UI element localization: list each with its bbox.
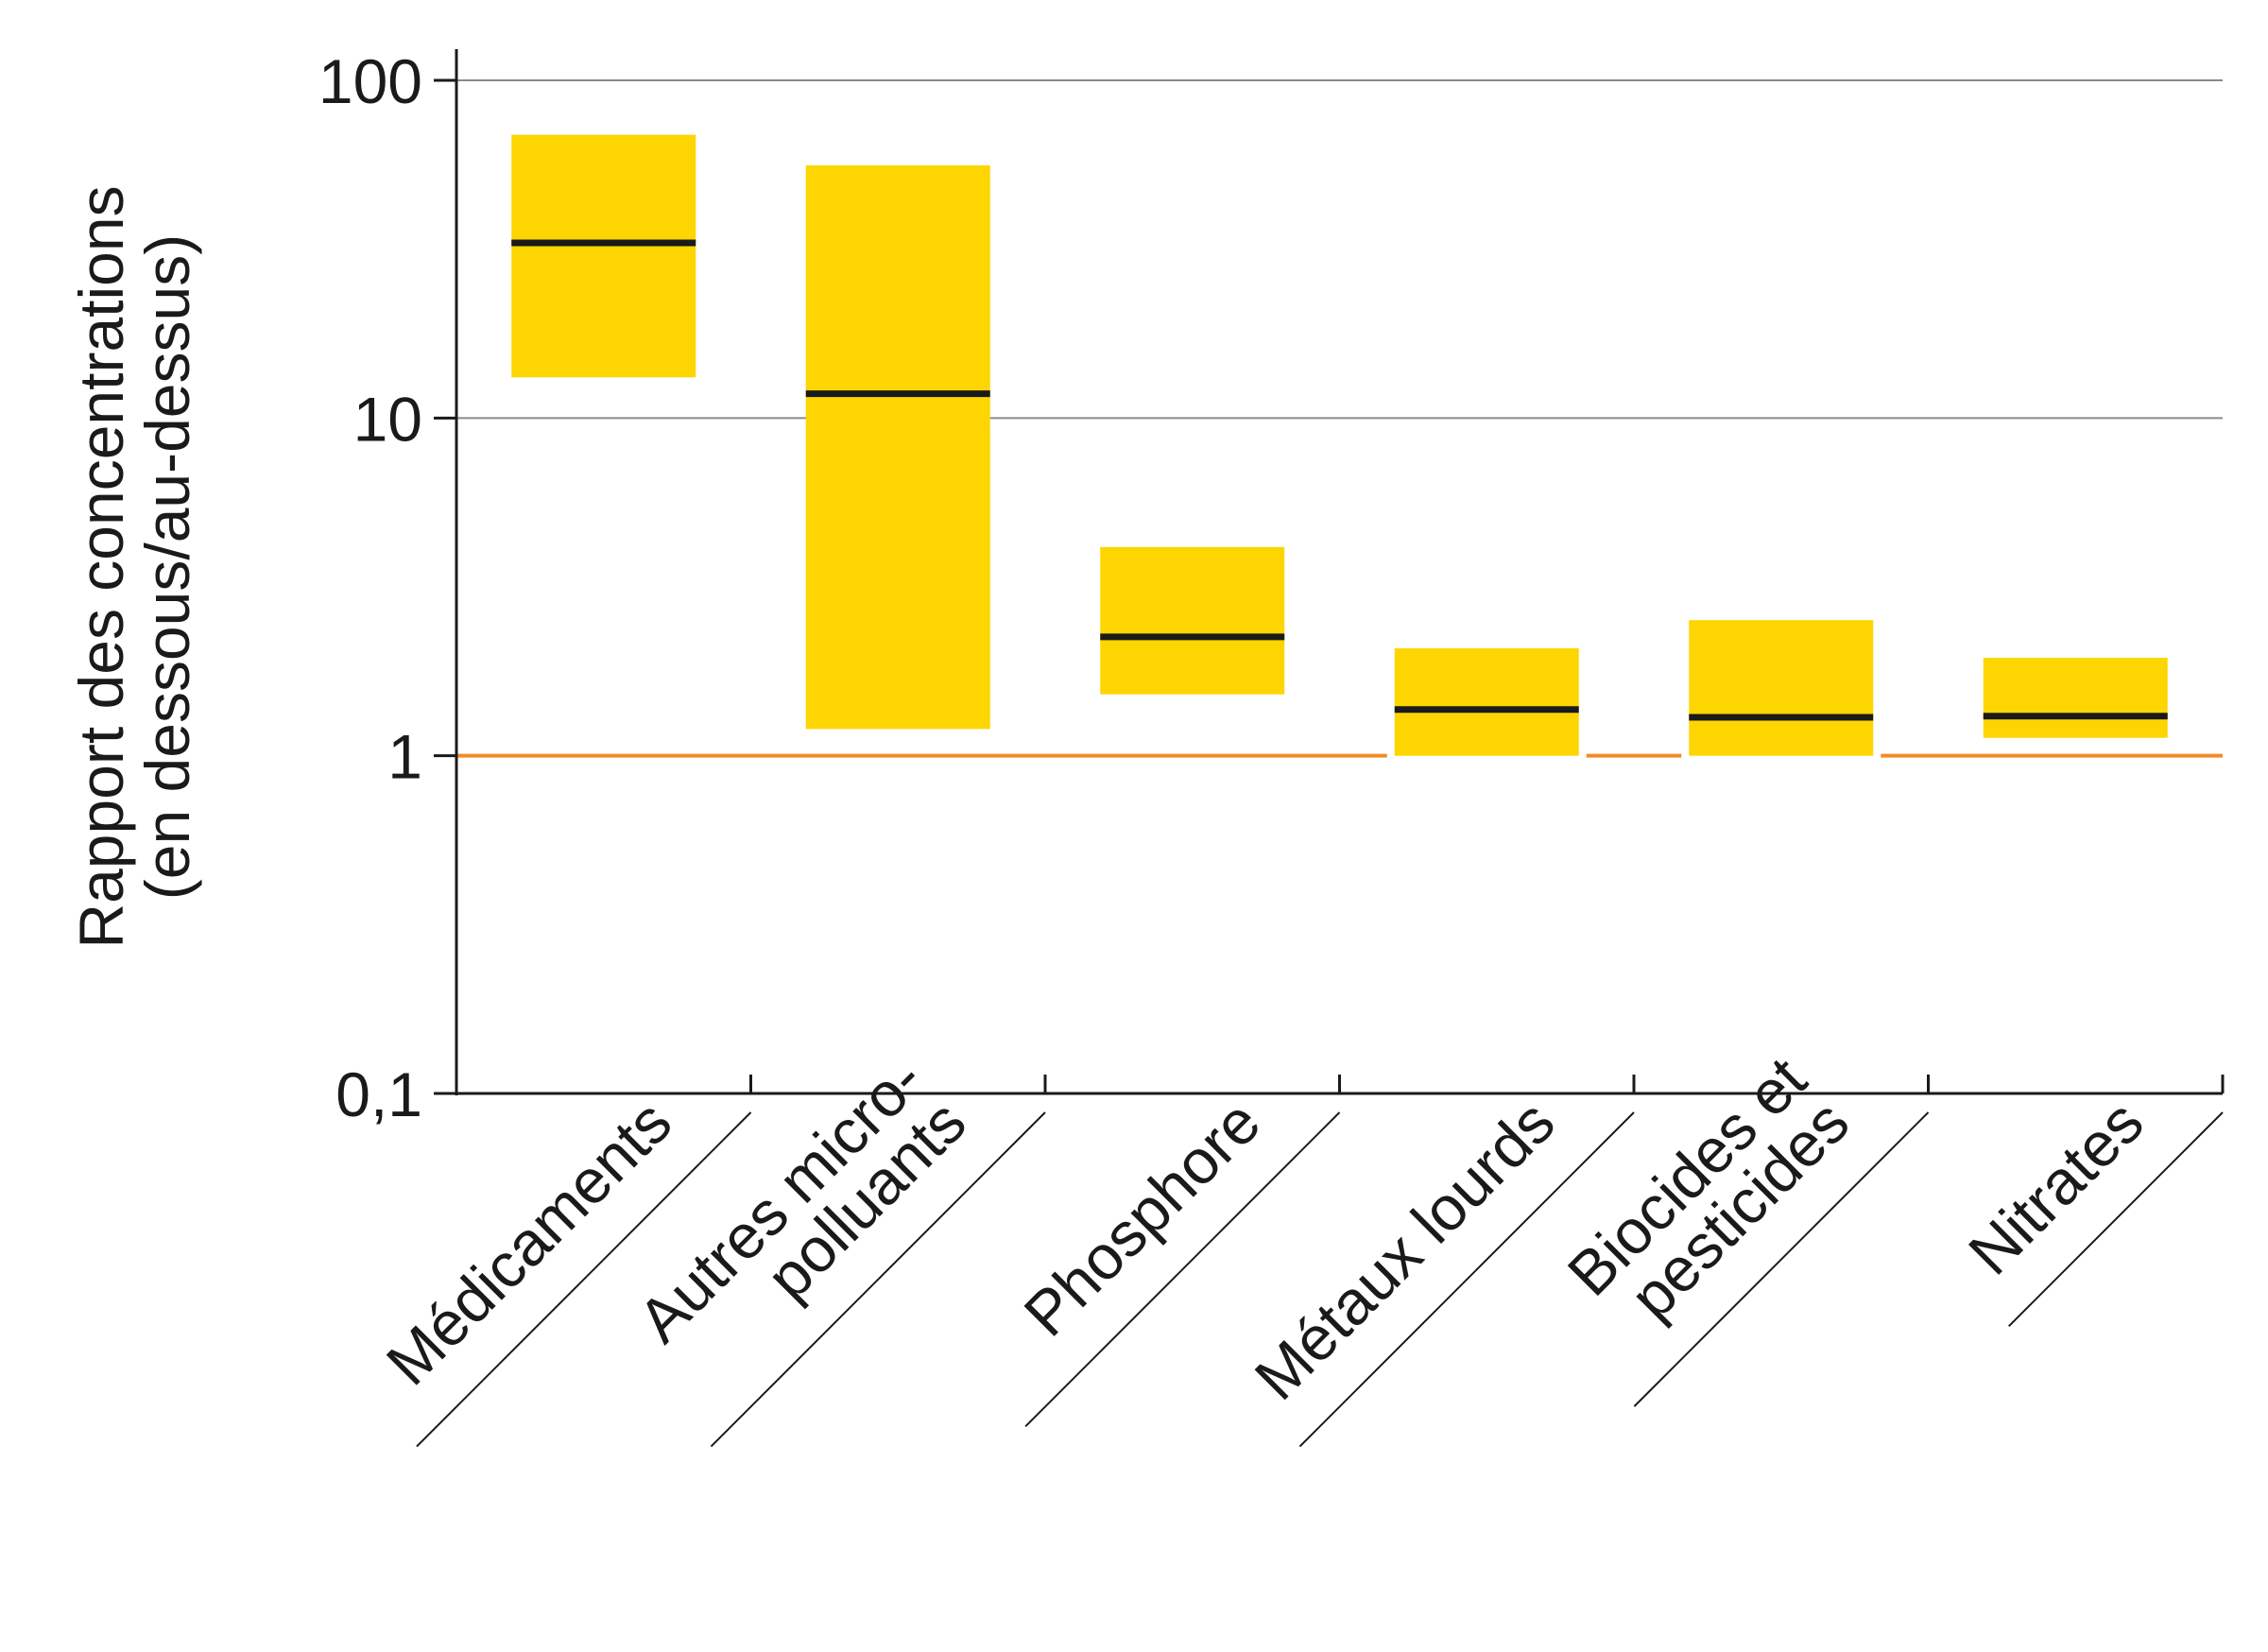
axes [416, 49, 2225, 1448]
grid-lines [456, 79, 2223, 420]
category-label-line: Métaux lourds [1241, 1087, 1567, 1413]
y-axis-title-line: (en dessous/au-dessus) [132, 234, 202, 900]
y-tick-label: 100 [318, 46, 422, 116]
bars [511, 134, 2168, 756]
category-label-2: Autres micro-polluants [625, 1043, 979, 1398]
y-axis-title: Rapport des concentrations(en dessous/au… [66, 185, 202, 948]
y-tick-label: 10 [353, 384, 422, 454]
x-leader-line-1 [416, 1111, 752, 1448]
bar-overlay-4 [1394, 648, 1579, 756]
y-axis-title-line: Rapport des concentrations [66, 185, 136, 948]
category-label-1: Médicaments [373, 1087, 685, 1399]
bar-6 [1983, 658, 2168, 738]
bar-1 [511, 134, 696, 378]
x-leader-line-3 [1024, 1111, 1341, 1428]
y-tick-label: 1 [387, 722, 422, 792]
category-label-6: Nitrates [1955, 1087, 2156, 1288]
bar-3 [1100, 546, 1285, 695]
y-tick-label: 0,1 [335, 1059, 422, 1129]
reference-line-group [456, 620, 2223, 759]
category-label-line: Nitrates [1955, 1087, 2156, 1288]
bar-2 [805, 164, 990, 730]
x-leader-line-5 [1633, 1111, 1930, 1407]
category-label-line: Médicaments [373, 1087, 685, 1399]
x-leader-line-4 [1298, 1111, 1635, 1448]
x-leader-line-2 [710, 1111, 1046, 1448]
bar-overlay-5 [1689, 620, 1874, 756]
category-label-4: Métaux lourds [1241, 1087, 1567, 1413]
category-label-5: Biocides etpesticides [1555, 1043, 1863, 1351]
x-leader-line-6 [2008, 1111, 2224, 1327]
